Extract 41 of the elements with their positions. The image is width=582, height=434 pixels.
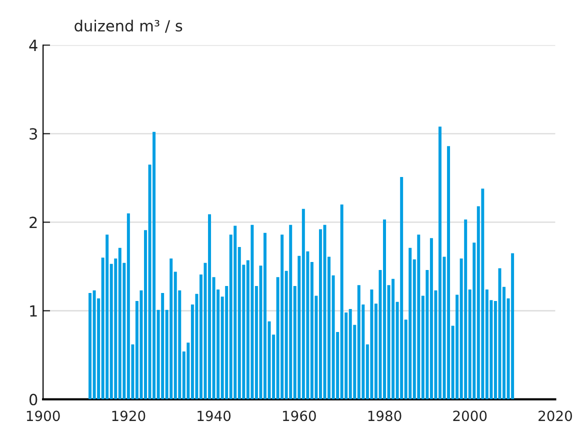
bar xyxy=(161,293,164,400)
bar xyxy=(318,229,322,400)
bar xyxy=(234,226,237,400)
bar xyxy=(481,188,484,400)
bar xyxy=(106,234,109,400)
y-tick-label: 0 xyxy=(29,394,38,406)
x-tick-label: 1900 xyxy=(26,410,60,422)
y-tick-label: 4 xyxy=(29,40,38,51)
x-tick-label: 1920 xyxy=(112,410,146,422)
x-tick-label: 2020 xyxy=(538,410,572,422)
bar xyxy=(417,234,420,400)
bar xyxy=(464,220,468,400)
bar xyxy=(250,224,254,400)
x-tick-label: 2000 xyxy=(453,410,487,422)
x-tick-label: 1960 xyxy=(283,410,316,422)
x-tick-label: 1980 xyxy=(368,410,402,422)
bar xyxy=(370,289,374,400)
bar xyxy=(340,204,344,400)
bar xyxy=(152,132,156,400)
y-axis-title: duizend m³ / s xyxy=(74,20,182,33)
y-tick-label: 3 xyxy=(30,128,37,140)
bar xyxy=(408,248,412,400)
bar xyxy=(348,308,352,400)
bar xyxy=(280,234,284,400)
bar xyxy=(208,214,212,400)
y-tick-label: 2 xyxy=(30,216,37,228)
bar xyxy=(511,253,514,400)
bar xyxy=(126,213,130,400)
bar xyxy=(88,293,92,400)
bar xyxy=(400,177,404,400)
y-tick-label: 1 xyxy=(30,305,37,317)
bar xyxy=(92,290,96,400)
bar xyxy=(118,248,122,400)
bar xyxy=(170,258,173,400)
bar xyxy=(430,238,433,400)
bar xyxy=(392,278,395,400)
bar xyxy=(357,285,360,400)
bar xyxy=(289,224,292,400)
bar xyxy=(447,146,450,400)
bar xyxy=(302,208,305,400)
x-tick-label: 1940 xyxy=(198,410,231,422)
